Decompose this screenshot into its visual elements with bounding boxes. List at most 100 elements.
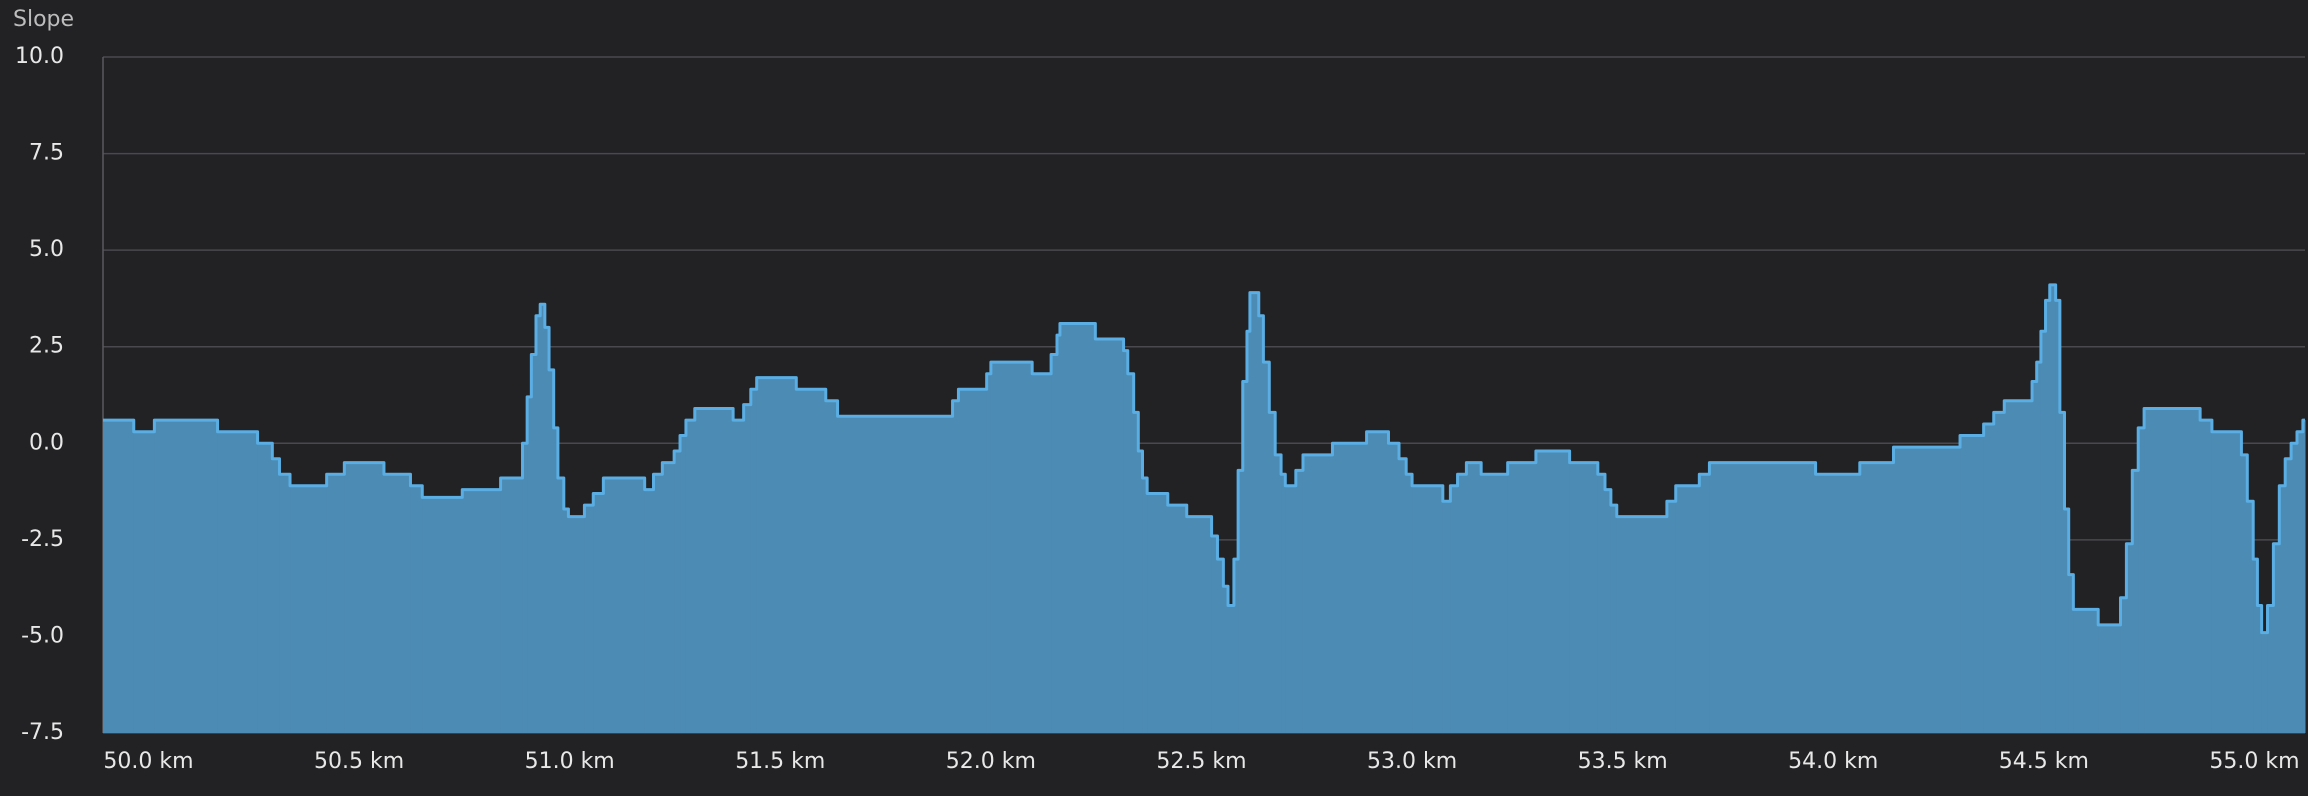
slope-step xyxy=(1281,474,1286,733)
slope-step xyxy=(422,497,463,733)
slope-step xyxy=(2036,362,2042,733)
slope-step xyxy=(1481,474,1509,733)
x-tick-label: 55.0 km xyxy=(2209,749,2299,774)
slope-step xyxy=(1263,362,1270,733)
slope-step xyxy=(2144,408,2201,733)
slope-step xyxy=(644,489,654,733)
slope-step xyxy=(1466,462,1482,733)
y-tick-label: 2.5 xyxy=(29,334,64,359)
slope-step xyxy=(383,474,411,733)
slope-step xyxy=(2279,485,2286,733)
slope-step xyxy=(1450,485,1459,733)
slope-step xyxy=(584,505,594,733)
slope-step xyxy=(1993,412,2005,733)
slope-step xyxy=(290,485,328,733)
slope-step xyxy=(2296,431,2304,733)
slope-line xyxy=(103,283,2305,635)
slope-step xyxy=(1123,350,1129,733)
slope-step xyxy=(1059,323,1096,733)
slope-step xyxy=(2049,284,2057,733)
slope-step xyxy=(540,304,546,733)
slope-step xyxy=(2200,420,2213,733)
slope-step xyxy=(2291,443,2298,733)
slope-step xyxy=(1142,478,1148,733)
slope-step xyxy=(653,474,663,733)
slope-step xyxy=(1893,447,1961,733)
slope-step xyxy=(750,389,758,733)
y-tick-label: 10.0 xyxy=(15,44,64,69)
slope-step xyxy=(1295,470,1304,733)
slope-step xyxy=(1228,605,1235,733)
slope-step xyxy=(410,485,423,733)
y-axis-label: Slope xyxy=(13,7,74,32)
slope-step xyxy=(1675,485,1700,733)
slope-step xyxy=(257,443,273,733)
slope-step xyxy=(1388,443,1400,733)
slope-step xyxy=(1815,474,1861,733)
slope-step xyxy=(1302,454,1333,733)
slope-step xyxy=(837,416,954,733)
slope-step xyxy=(2059,412,2065,733)
slope-step xyxy=(1138,451,1144,733)
slope-step xyxy=(1133,412,1139,733)
slope-step xyxy=(2241,454,2248,733)
slope-step xyxy=(2261,632,2269,733)
slope-step xyxy=(685,420,696,733)
slope-step xyxy=(958,389,988,733)
slope-step xyxy=(217,431,259,733)
slope-step xyxy=(272,458,280,733)
slope-step xyxy=(680,435,687,733)
slope-step xyxy=(603,478,646,733)
slope-step xyxy=(1569,462,1599,733)
slope-step xyxy=(344,462,385,733)
slope-step xyxy=(694,408,734,733)
slope-step xyxy=(825,400,839,733)
slope-step xyxy=(986,373,992,733)
slope-step xyxy=(2073,609,2099,733)
slope-step xyxy=(527,396,532,733)
slope-step xyxy=(1616,516,1668,733)
slope-step xyxy=(1275,454,1282,733)
slope-step xyxy=(1238,470,1244,733)
slope-step xyxy=(1399,458,1407,733)
slope-step xyxy=(1709,462,1817,733)
slope-step xyxy=(2273,543,2280,733)
slope-step xyxy=(2055,300,2061,733)
slope-step xyxy=(553,427,559,733)
slope-step xyxy=(2120,597,2127,733)
slope-step xyxy=(1258,315,1264,733)
slope-step xyxy=(1960,435,1985,733)
x-tick-label: 51.5 km xyxy=(735,749,825,774)
slope-step xyxy=(1127,373,1135,733)
slope-step xyxy=(2098,624,2122,733)
x-tick-label: 53.5 km xyxy=(1578,749,1668,774)
slope-step xyxy=(2138,427,2145,733)
x-tick-label: 52.5 km xyxy=(1156,749,1246,774)
y-tick-label: 5.0 xyxy=(29,237,64,262)
slope-step xyxy=(1246,331,1251,733)
y-tick-label: 7.5 xyxy=(29,141,64,166)
slope-step xyxy=(796,389,827,733)
slope-step xyxy=(2126,543,2133,733)
slope-step xyxy=(544,327,550,733)
slope-step xyxy=(743,404,752,733)
slope-step xyxy=(2004,400,2033,733)
slope-step xyxy=(1610,505,1618,733)
slope-step xyxy=(1095,338,1125,733)
slope-step xyxy=(2257,605,2263,733)
slope-step xyxy=(1242,381,1248,733)
slope-step xyxy=(1269,412,1276,733)
slope-step xyxy=(593,493,604,733)
slope-step xyxy=(662,462,675,733)
slope-step xyxy=(2045,300,2051,733)
slope-step xyxy=(1366,431,1389,733)
slope-step xyxy=(1167,505,1188,733)
x-tick-label: 50.5 km xyxy=(314,749,404,774)
x-tick-label: 53.0 km xyxy=(1367,749,1457,774)
slope-step xyxy=(500,478,524,733)
x-tick-label: 51.0 km xyxy=(525,749,615,774)
slope-step xyxy=(2302,420,2306,733)
slope-step xyxy=(557,478,565,733)
slope-step xyxy=(1223,586,1229,733)
